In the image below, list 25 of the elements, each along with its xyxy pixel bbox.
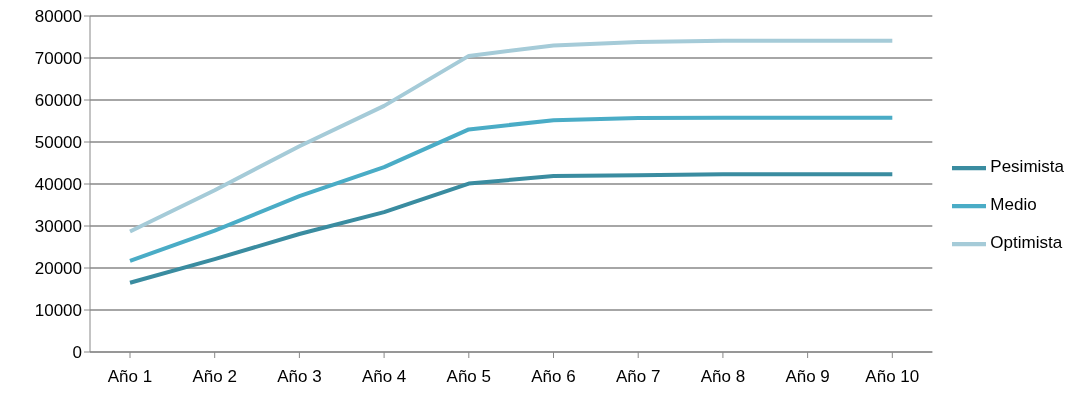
y-tick-label: 50000 — [34, 133, 82, 153]
x-tick-label: Año 9 — [785, 367, 830, 387]
legend-label: Medio — [990, 195, 1037, 214]
x-tick-label: Año 7 — [615, 367, 661, 387]
line-series — [128, 38, 895, 234]
y-tick-label: 10000 — [34, 301, 82, 321]
y-tick-label: 30000 — [34, 217, 82, 237]
y-tick-label: 40000 — [34, 175, 82, 195]
x-tick-label: Año 6 — [531, 367, 576, 387]
legend-label: Pesimista — [990, 157, 1064, 176]
y-tick-label: 80000 — [34, 7, 82, 27]
x-tick-label: Año 5 — [446, 367, 492, 387]
x-tick-label: Año 4 — [361, 367, 407, 387]
line-series — [128, 172, 895, 285]
y-tick-label: 70000 — [34, 49, 82, 69]
x-tick-label: Año 1 — [107, 367, 153, 387]
x-tick-label: Año 10 — [865, 367, 920, 387]
y-tick-label: 0 — [72, 343, 82, 363]
x-tick-label: Año 3 — [277, 367, 322, 387]
x-tick-label: Año 8 — [700, 367, 746, 387]
y-tick-label: 60000 — [34, 91, 82, 111]
y-tick-label: 20000 — [34, 259, 82, 279]
legend-label: Optimista — [990, 233, 1063, 252]
line-series — [128, 115, 895, 263]
x-tick-label: Año 2 — [192, 367, 237, 387]
